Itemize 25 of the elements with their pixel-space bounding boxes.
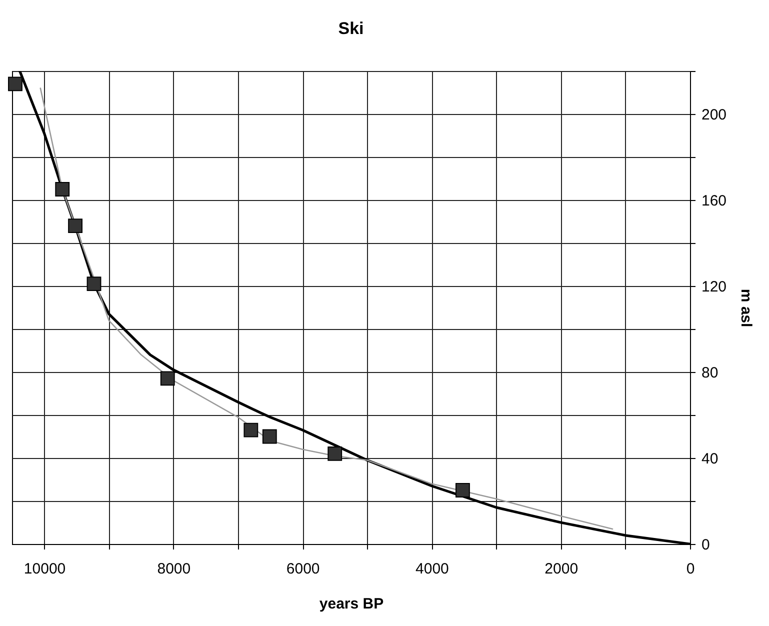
line-series [40,88,614,530]
x-tick-label: 6000 [286,560,320,578]
y-tick-label: 200 [702,106,727,124]
x-tick-label: 10000 [24,560,66,578]
x-tick-label: 2000 [544,560,578,578]
x-tick-label: 0 [686,560,695,578]
y-axis-title: m asl [738,288,755,328]
point [86,276,102,292]
point [55,182,70,196]
y-tick-label: 160 [702,192,727,210]
y-tick-label: 80 [702,364,718,382]
point [68,218,82,234]
x-axis-title: years BP [319,596,384,612]
point [328,446,342,461]
y-tick-label: 0 [702,536,710,554]
point [8,76,22,92]
point [160,371,175,386]
point [244,422,258,438]
x-tick-label: 8000 [157,560,191,578]
chart-title: Ski [338,19,364,38]
x-tick-label: 4000 [416,560,449,578]
point [456,483,470,498]
point [262,429,277,444]
y-tick-label: 120 [702,278,727,296]
y-tick-label: 40 [702,450,718,468]
